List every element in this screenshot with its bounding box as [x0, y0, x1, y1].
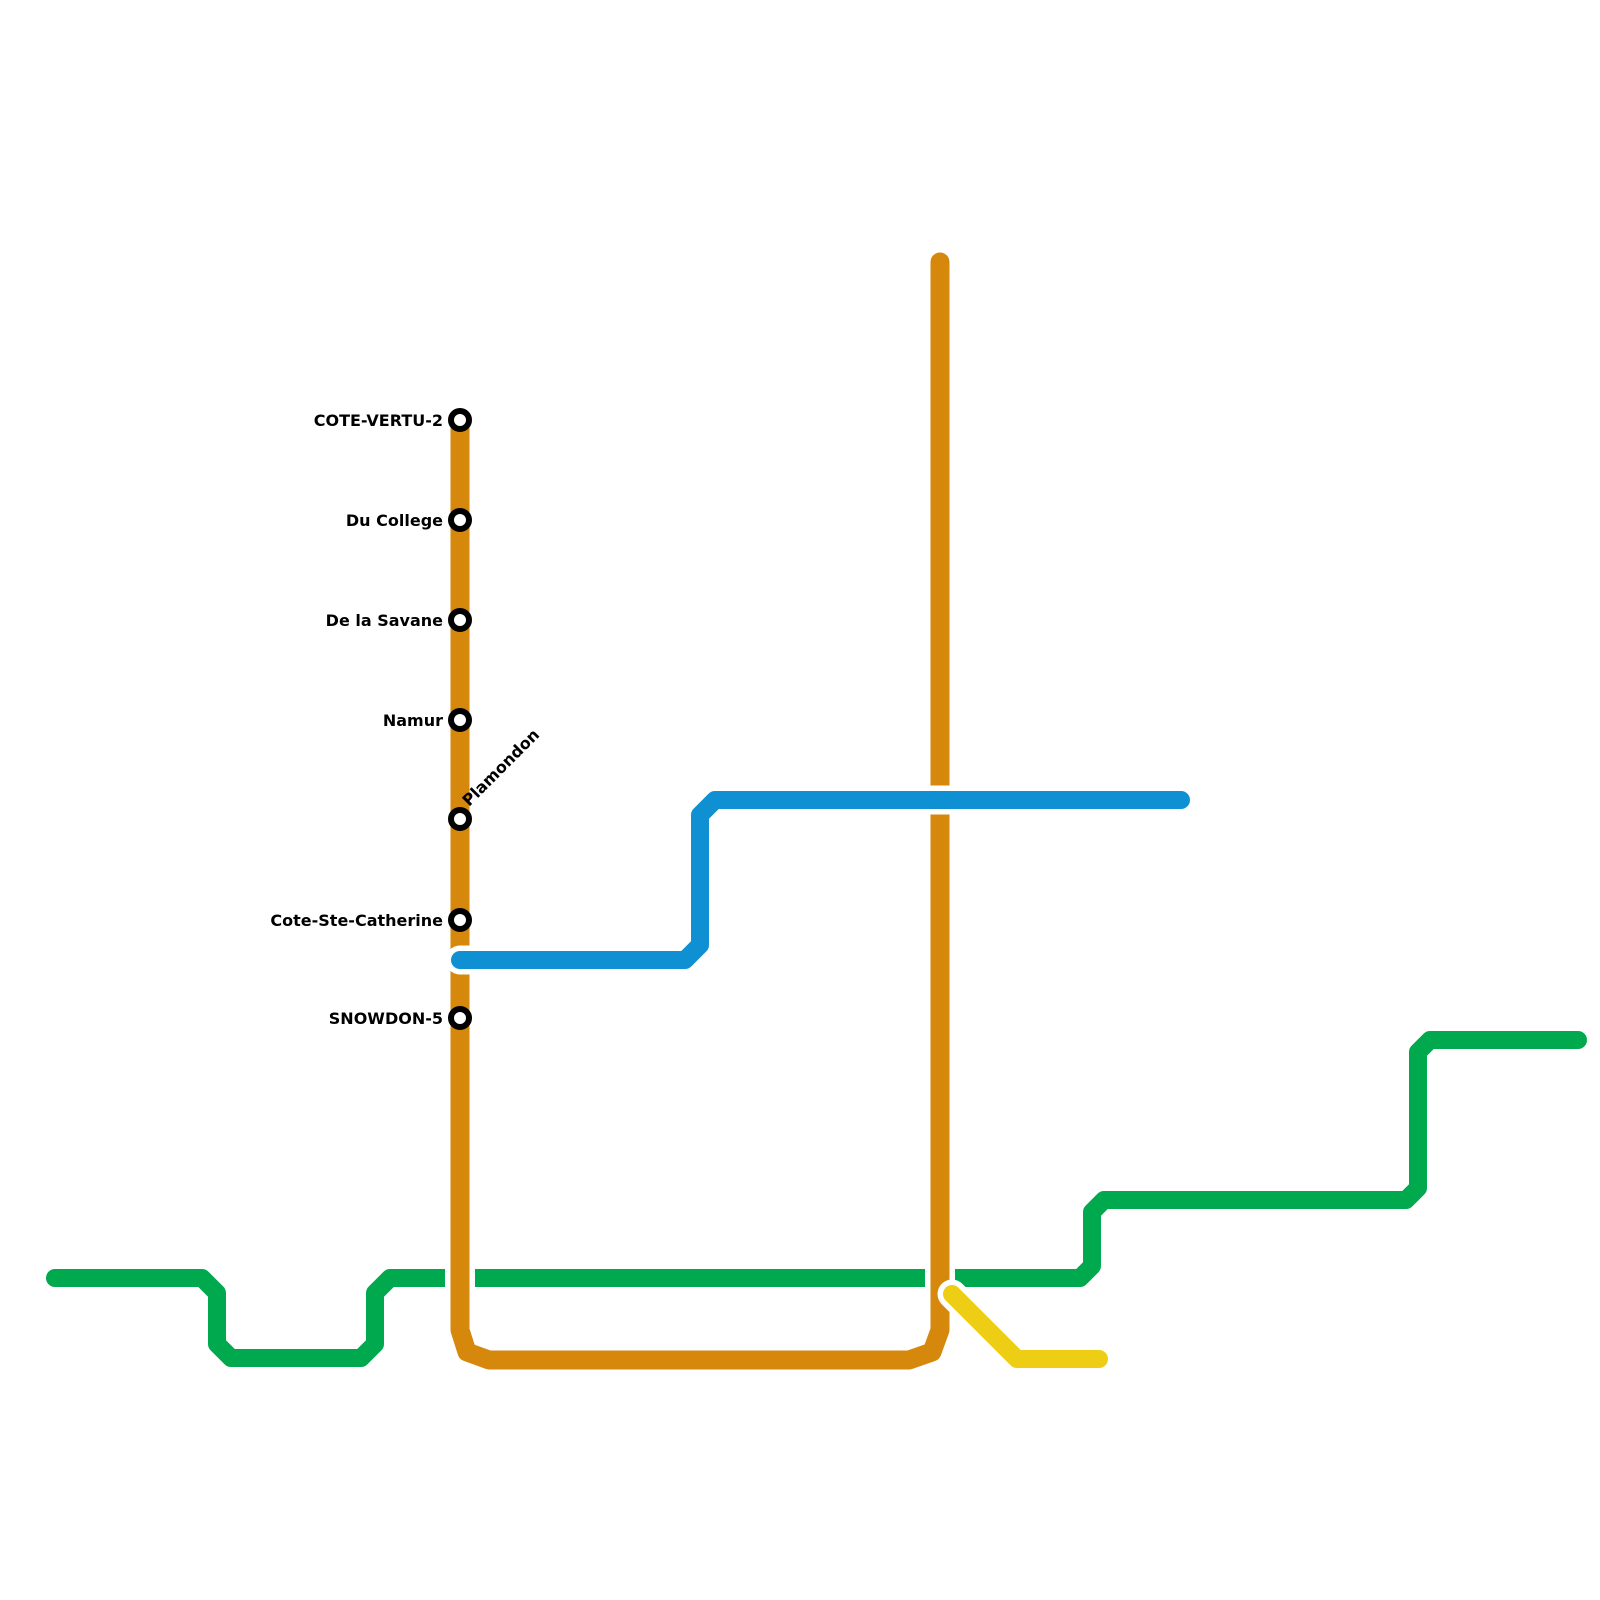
- yellow-line: [943, 1285, 1108, 1368]
- station-label: Du College: [346, 511, 443, 530]
- station-marker: [448, 408, 472, 432]
- station-label: SNOWDON-5: [329, 1009, 443, 1028]
- station-marker: [448, 807, 472, 831]
- station-marker: [448, 708, 472, 732]
- station-label: COTE-VERTU-2: [314, 411, 443, 430]
- station-marker: [448, 908, 472, 932]
- station-marker: [448, 1006, 472, 1030]
- station-label: Namur: [383, 711, 443, 730]
- station-marker: [448, 508, 472, 532]
- station-marker: [448, 608, 472, 632]
- blue-line-casing: [445, 785, 1196, 975]
- green-line: [46, 1031, 1587, 1367]
- station-label: De la Savane: [326, 611, 443, 630]
- blue-line: [451, 791, 1190, 969]
- station-label: Cote-Ste-Catherine: [270, 911, 443, 930]
- orange-line: [450, 252, 950, 1370]
